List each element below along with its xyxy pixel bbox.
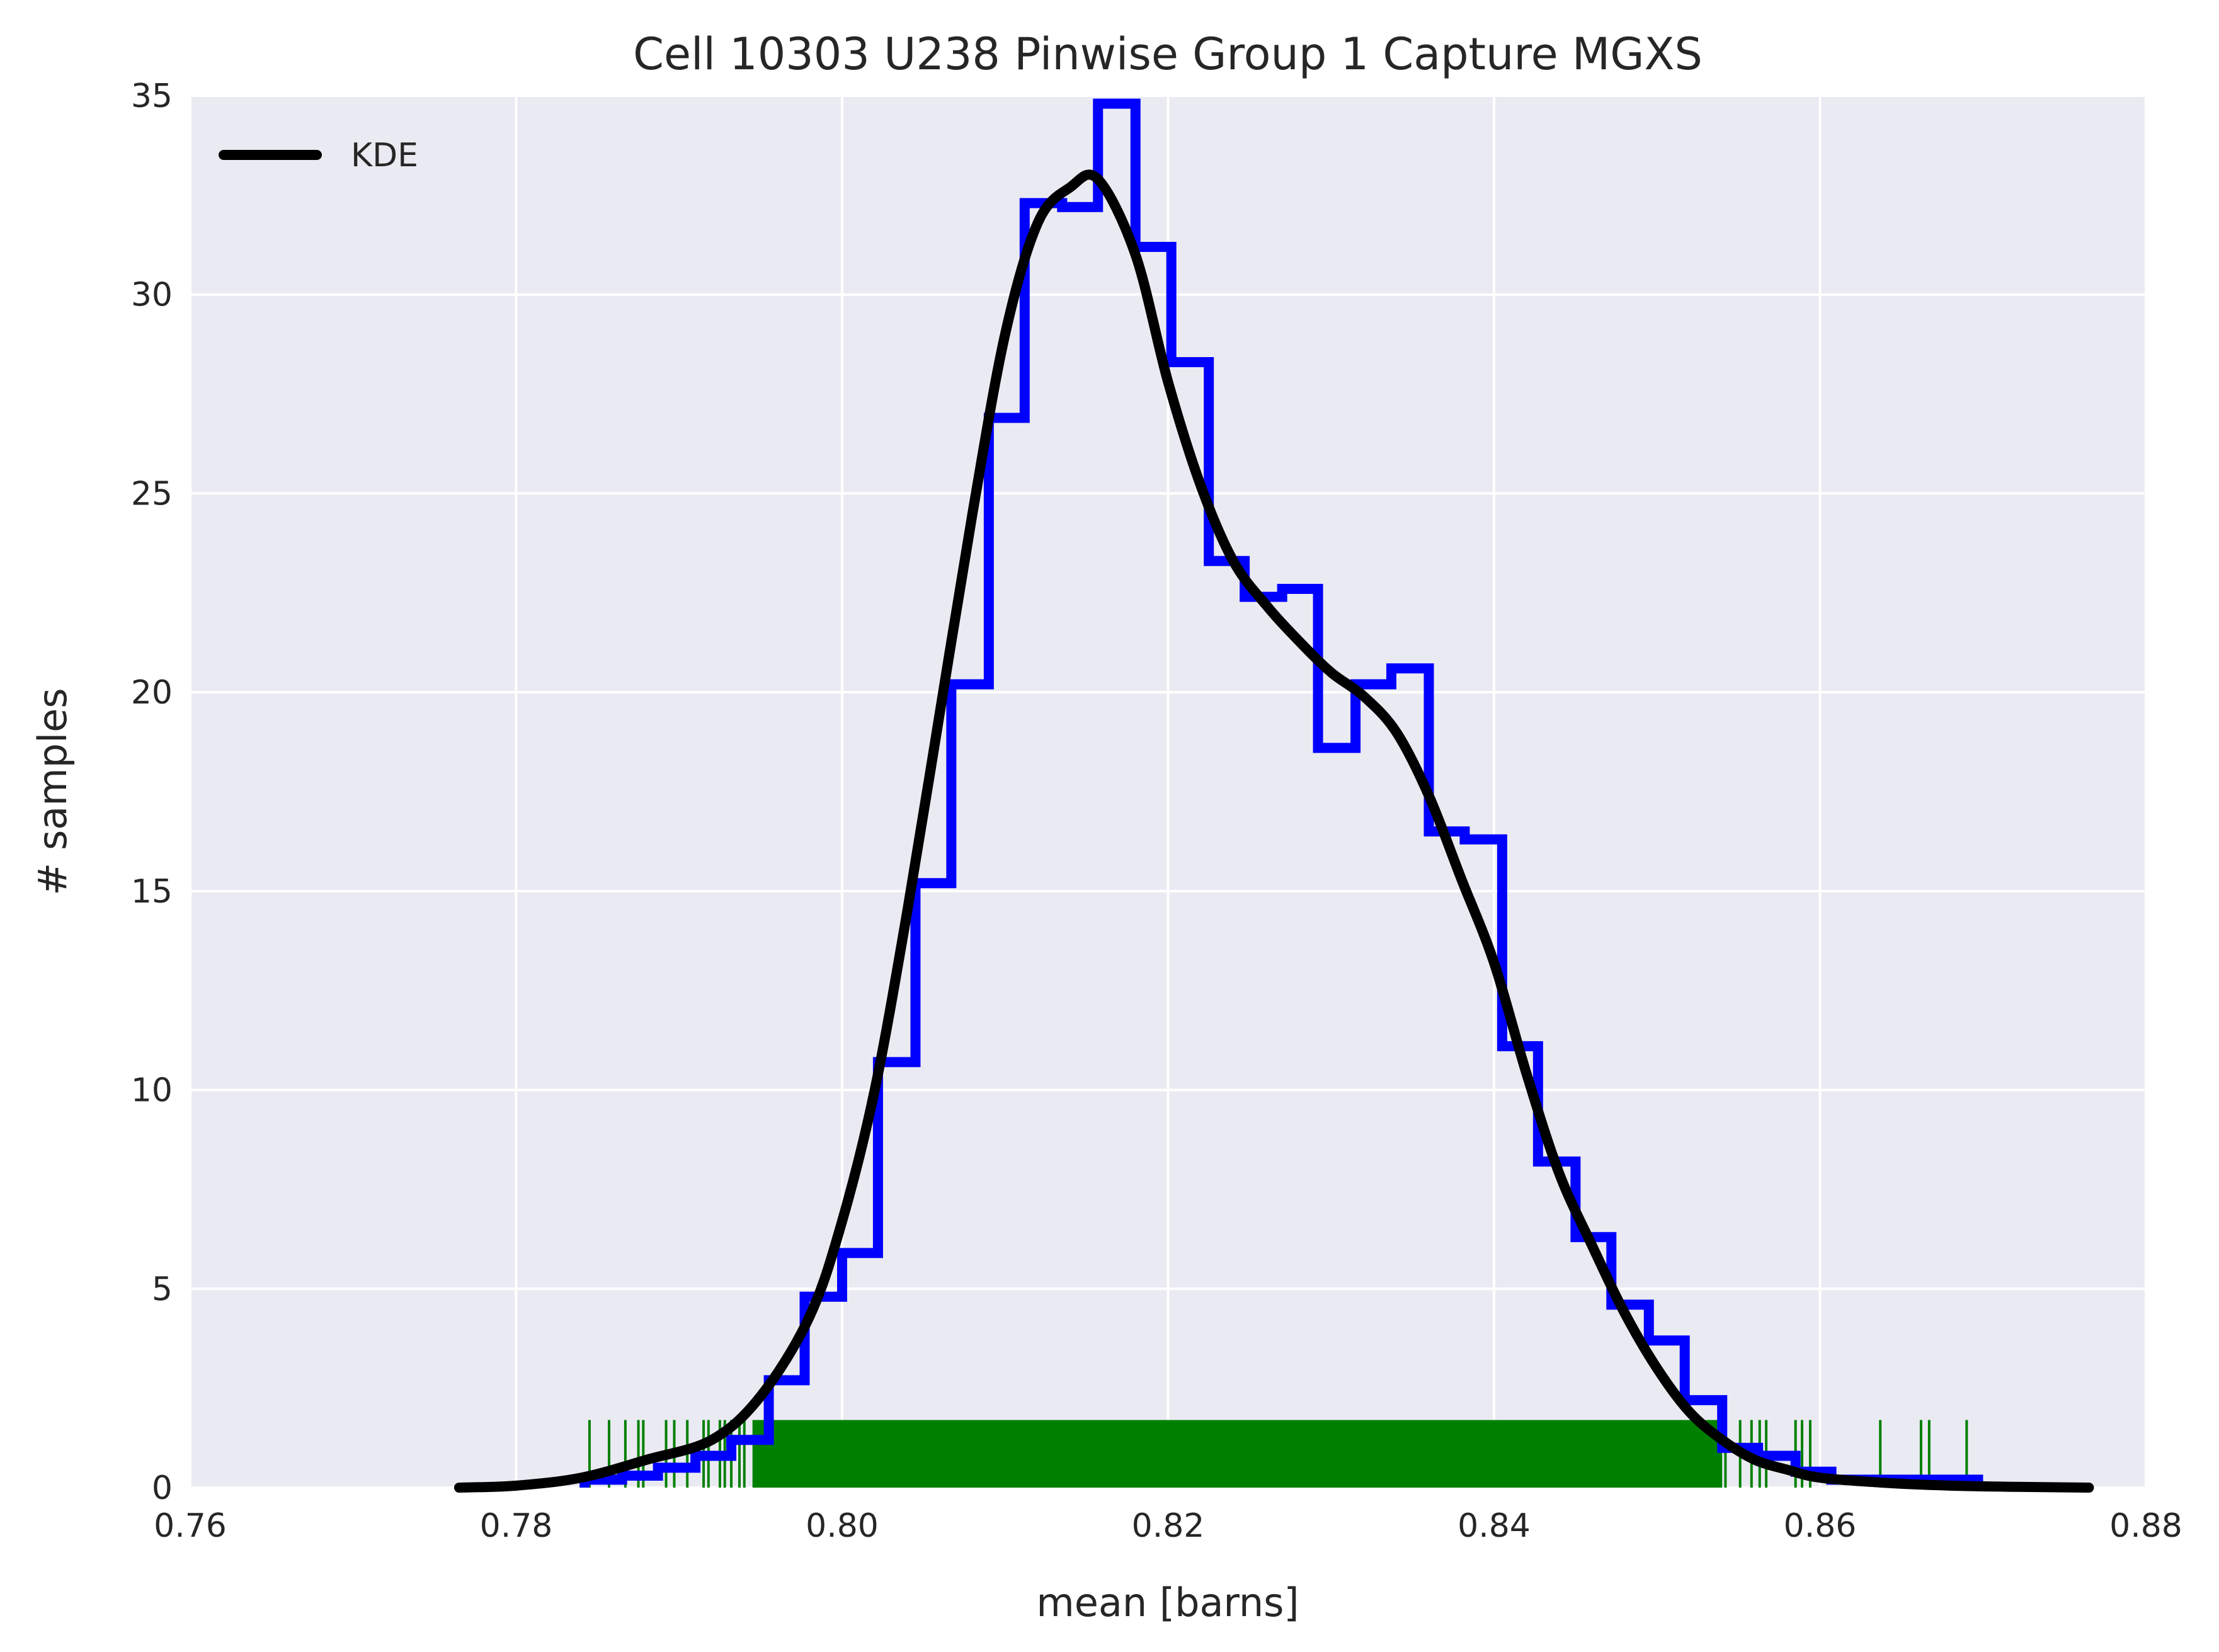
x-tick-labels: 0.76 0.78 0.80 0.82 0.84 0.86 0.88 [154, 1507, 2182, 1545]
x-tick-label: 0.82 [1132, 1507, 1205, 1545]
x-tick-label: 0.84 [1457, 1507, 1531, 1545]
y-tick-labels: 0 5 10 15 20 25 30 35 [131, 77, 173, 1507]
rug-dense-band [752, 1420, 1723, 1488]
x-tick-label: 0.78 [480, 1507, 553, 1545]
y-tick-label: 5 [152, 1270, 173, 1308]
histogram-series [579, 98, 1983, 1488]
kde-curve [453, 169, 2094, 1493]
y-tick-label: 30 [131, 276, 173, 314]
x-tick-label: 0.86 [1784, 1507, 1857, 1545]
y-tick-label: 35 [131, 77, 173, 115]
y-axis-label: # samples [30, 688, 76, 895]
y-tick-label: 20 [131, 674, 173, 712]
x-axis-label: mean [barns] [1036, 1580, 1299, 1626]
x-tick-label: 0.88 [2109, 1507, 2182, 1545]
y-tick-label: 25 [131, 475, 173, 513]
histogram-outline [579, 98, 1983, 1488]
legend: KDE [219, 137, 418, 174]
y-tick-label: 10 [131, 1072, 173, 1110]
y-tick-label: 0 [152, 1469, 173, 1507]
kde-series [453, 169, 2094, 1493]
y-tick-label: 15 [131, 873, 173, 911]
legend-kde-label: KDE [351, 137, 418, 174]
x-tick-label: 0.76 [154, 1507, 227, 1545]
chart-title: Cell 10303 U238 Pinwise Group 1 Capture … [633, 28, 1703, 80]
x-tick-label: 0.80 [806, 1507, 879, 1545]
